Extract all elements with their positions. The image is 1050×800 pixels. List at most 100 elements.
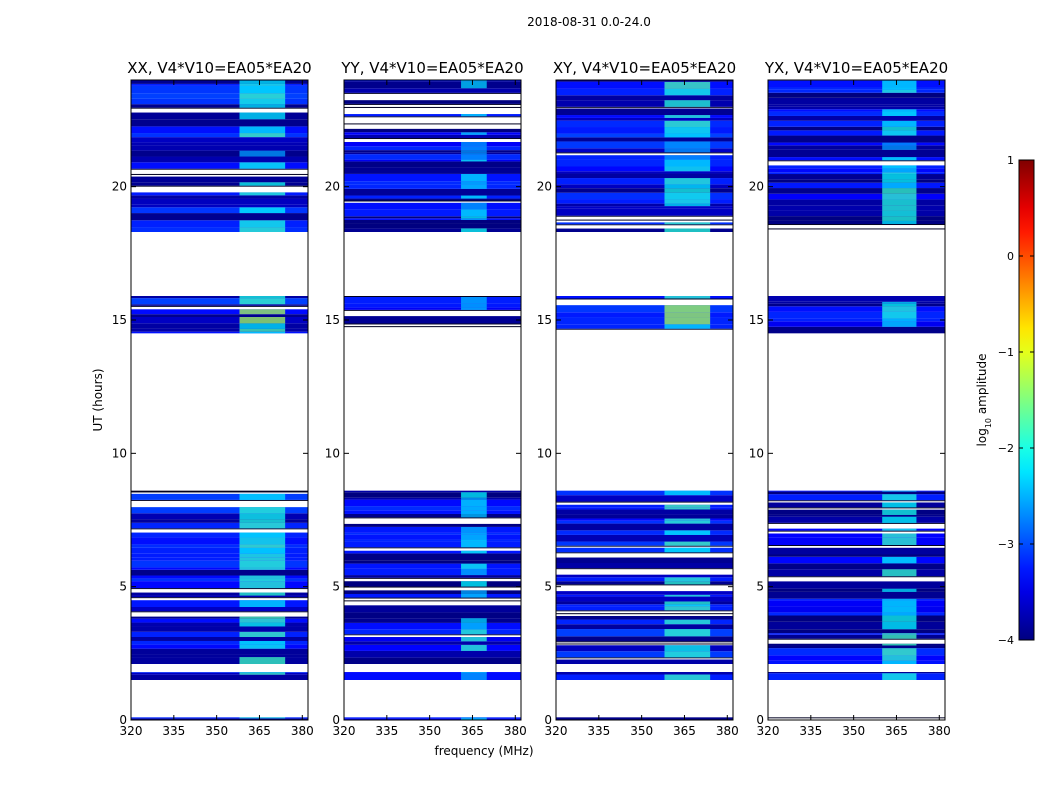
data-row	[556, 717, 733, 720]
data-row	[344, 523, 521, 527]
rfi-band	[239, 631, 286, 638]
data-row	[344, 490, 521, 493]
panels: XX, V4*V10=EA05*EA20 320 335 350 365 380 0 5 10 1…	[112, 59, 951, 738]
rfi-band	[239, 93, 286, 99]
data-row	[344, 629, 521, 635]
data-row	[556, 606, 733, 611]
data-row	[556, 173, 733, 179]
rfi-band	[664, 222, 711, 225]
colorbar-tick-label: 1	[1007, 154, 1014, 167]
x-tick-label: 335	[162, 724, 185, 738]
rfi-band	[461, 154, 487, 160]
rfi-band	[664, 184, 711, 189]
data-row	[131, 162, 308, 169]
data-row	[131, 547, 308, 554]
data-row	[344, 316, 521, 324]
data-row	[768, 645, 945, 649]
rfi-band	[239, 83, 286, 86]
data-row	[344, 563, 521, 569]
rfi-band	[239, 560, 286, 568]
data-row	[131, 618, 308, 623]
data-row	[131, 560, 308, 568]
rfi-band	[239, 578, 286, 582]
rfi-band	[239, 600, 286, 608]
data-row	[556, 127, 733, 134]
data-row	[556, 88, 733, 96]
data-row	[768, 168, 945, 173]
row-separator	[131, 499, 308, 501]
rfi-band	[239, 182, 286, 186]
data-row	[556, 166, 733, 172]
data-row	[768, 111, 945, 116]
data-row	[344, 223, 521, 229]
row-separator	[131, 168, 308, 170]
data-row	[131, 557, 308, 561]
rfi-band	[882, 655, 917, 661]
rfi-band	[461, 532, 487, 535]
rfi-band	[664, 581, 711, 585]
data-row	[131, 98, 308, 105]
y-tick-label: 15	[325, 313, 340, 327]
rfi-band	[882, 80, 917, 88]
y-tick-label: 0	[544, 713, 552, 727]
rfi-band	[882, 216, 917, 221]
rfi-band	[664, 651, 711, 658]
data-row	[131, 718, 308, 720]
colorbar-tick-label: −3	[998, 538, 1014, 551]
data-row	[131, 145, 308, 151]
data-row	[131, 126, 308, 134]
data-row	[556, 615, 733, 620]
rfi-band	[882, 660, 917, 664]
row-separator	[344, 634, 521, 636]
row-separator	[556, 568, 733, 570]
rfi-band	[239, 622, 286, 627]
data-row	[344, 228, 521, 232]
y-tick-label: 10	[325, 446, 340, 460]
rfi-band	[461, 510, 487, 514]
rfi-band	[239, 544, 286, 548]
row-separator	[131, 173, 308, 175]
panel-frame	[343, 79, 522, 721]
data-row	[131, 176, 308, 183]
data-row	[556, 672, 733, 675]
data-row	[556, 159, 733, 167]
data-row	[768, 120, 945, 127]
colorbar: −4 −3 −2 −1 0 1 log10 amplitude	[975, 154, 1035, 647]
x-tick-label: 365	[673, 724, 696, 738]
data-row	[344, 644, 521, 651]
rfi-band	[461, 132, 487, 135]
rfi-band	[239, 532, 286, 538]
data-row	[556, 591, 733, 595]
data-row	[344, 637, 521, 642]
data-row	[344, 181, 521, 185]
rfi-band	[882, 615, 917, 622]
data-row	[344, 497, 521, 500]
data-row	[131, 204, 308, 208]
data-row	[556, 133, 733, 138]
rfi-band	[664, 604, 711, 607]
rfi-band	[882, 87, 917, 90]
data-row	[344, 568, 521, 576]
rfi-band	[461, 141, 487, 147]
rfi-band	[664, 141, 711, 149]
row-separator	[768, 545, 945, 547]
data-row	[556, 534, 733, 542]
colorbar-label: log10 amplitude	[975, 354, 993, 447]
rfi-band	[664, 520, 711, 524]
data-row	[768, 89, 945, 93]
data-row	[768, 193, 945, 200]
data-row	[768, 502, 945, 508]
data-row	[344, 553, 521, 561]
rfi-band	[882, 220, 917, 225]
data-row	[556, 509, 733, 515]
rfi-band	[461, 307, 487, 310]
rfi-band	[882, 673, 917, 680]
data-row	[768, 97, 945, 105]
data-row	[768, 216, 945, 221]
rfi-band	[882, 168, 917, 173]
data-row	[556, 581, 733, 585]
rfi-band	[461, 173, 487, 182]
rfi-band	[461, 146, 487, 151]
row-separator	[556, 152, 733, 154]
